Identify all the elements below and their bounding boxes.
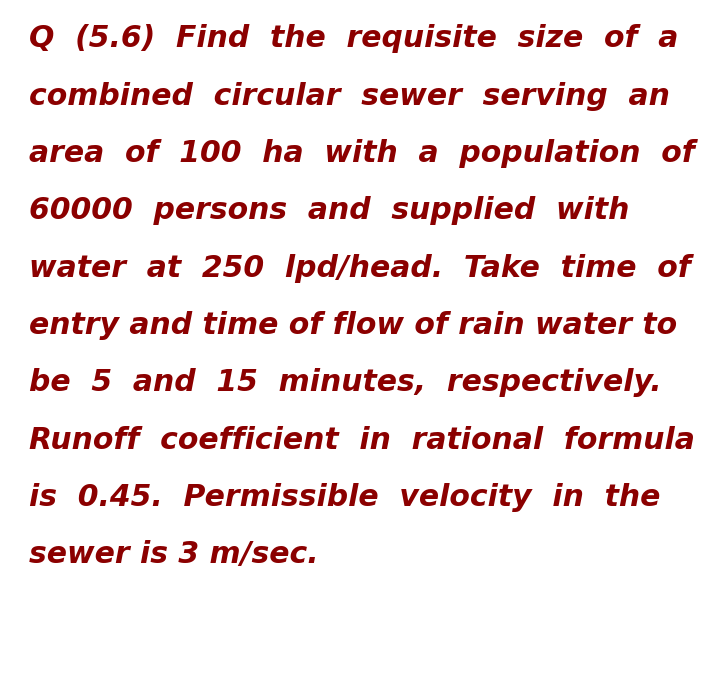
Text: Q  (5.6)  Find  the  requisite  size  of  a: Q (5.6) Find the requisite size of a [29,24,678,53]
Text: be  5  and  15  minutes,  respectively.: be 5 and 15 minutes, respectively. [29,368,662,397]
Text: entry and time of flow of rain water to: entry and time of flow of rain water to [29,311,677,340]
Text: combined  circular  sewer  serving  an: combined circular sewer serving an [29,82,670,110]
Text: water  at  250  lpd/head.  Take  time  of: water at 250 lpd/head. Take time of [29,254,690,282]
Text: 60000  persons  and  supplied  with: 60000 persons and supplied with [29,196,629,225]
Text: area  of  100  ha  with  a  population  of: area of 100 ha with a population of [29,139,695,168]
Text: is  0.45.  Permissible  velocity  in  the: is 0.45. Permissible velocity in the [29,483,660,512]
Text: sewer is 3 m/sec.: sewer is 3 m/sec. [29,540,318,569]
Text: Runoff  coefficient  in  rational  formula: Runoff coefficient in rational formula [29,426,695,454]
